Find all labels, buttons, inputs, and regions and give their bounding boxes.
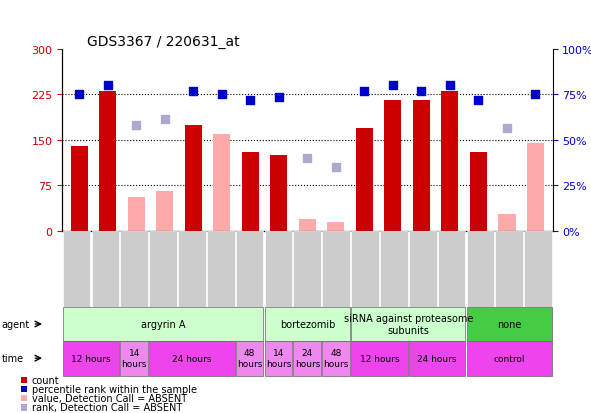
Bar: [213, 134, 230, 231]
Text: 24 hours: 24 hours: [417, 354, 457, 363]
Text: bortezomib: bortezomib: [280, 319, 335, 329]
Point: [303, 155, 312, 162]
Bar: [384, 101, 401, 231]
Text: percentile rank within the sample: percentile rank within the sample: [32, 384, 197, 394]
Point: [331, 164, 340, 171]
Text: 14
hours: 14 hours: [266, 349, 291, 368]
Bar: [441, 92, 459, 231]
Point: [474, 98, 483, 104]
Point: [217, 92, 226, 98]
Text: agent: agent: [2, 319, 30, 329]
Bar: [299, 219, 316, 231]
Point: [531, 92, 540, 98]
Point: [245, 98, 255, 104]
Point: [274, 95, 284, 101]
Point: [360, 89, 369, 95]
Point: [160, 116, 170, 123]
Text: time: time: [2, 353, 24, 363]
Bar: [327, 222, 345, 231]
Bar: [242, 152, 259, 231]
Text: GDS3367 / 220631_at: GDS3367 / 220631_at: [86, 35, 239, 49]
Bar: [470, 152, 487, 231]
Text: 12 hours: 12 hours: [360, 354, 400, 363]
Bar: [527, 143, 544, 231]
Text: 24 hours: 24 hours: [172, 354, 212, 363]
Point: [131, 122, 141, 128]
Bar: [270, 156, 287, 231]
Bar: [356, 128, 373, 231]
Text: 48
hours: 48 hours: [323, 349, 349, 368]
Bar: [498, 214, 515, 231]
Text: count: count: [32, 375, 60, 385]
Text: 12 hours: 12 hours: [71, 354, 111, 363]
Point: [189, 89, 198, 95]
Bar: [156, 192, 173, 231]
Bar: [99, 92, 116, 231]
Point: [388, 83, 398, 89]
Text: 48
hours: 48 hours: [237, 349, 262, 368]
Text: 24
hours: 24 hours: [295, 349, 320, 368]
Bar: [184, 125, 202, 231]
Point: [502, 125, 512, 132]
Text: argyrin A: argyrin A: [141, 319, 186, 329]
Text: 14
hours: 14 hours: [122, 349, 147, 368]
Text: control: control: [493, 354, 525, 363]
Bar: [128, 198, 145, 231]
Point: [103, 83, 112, 89]
Point: [445, 83, 454, 89]
Bar: [70, 147, 87, 231]
Text: rank, Detection Call = ABSENT: rank, Detection Call = ABSENT: [32, 402, 182, 412]
Bar: [413, 101, 430, 231]
Point: [74, 92, 84, 98]
Point: [417, 89, 426, 95]
Bar: [527, 152, 544, 231]
Text: siRNA against proteasome
subunits: siRNA against proteasome subunits: [343, 313, 473, 335]
Text: value, Detection Call = ABSENT: value, Detection Call = ABSENT: [32, 393, 187, 403]
Text: none: none: [497, 319, 521, 329]
